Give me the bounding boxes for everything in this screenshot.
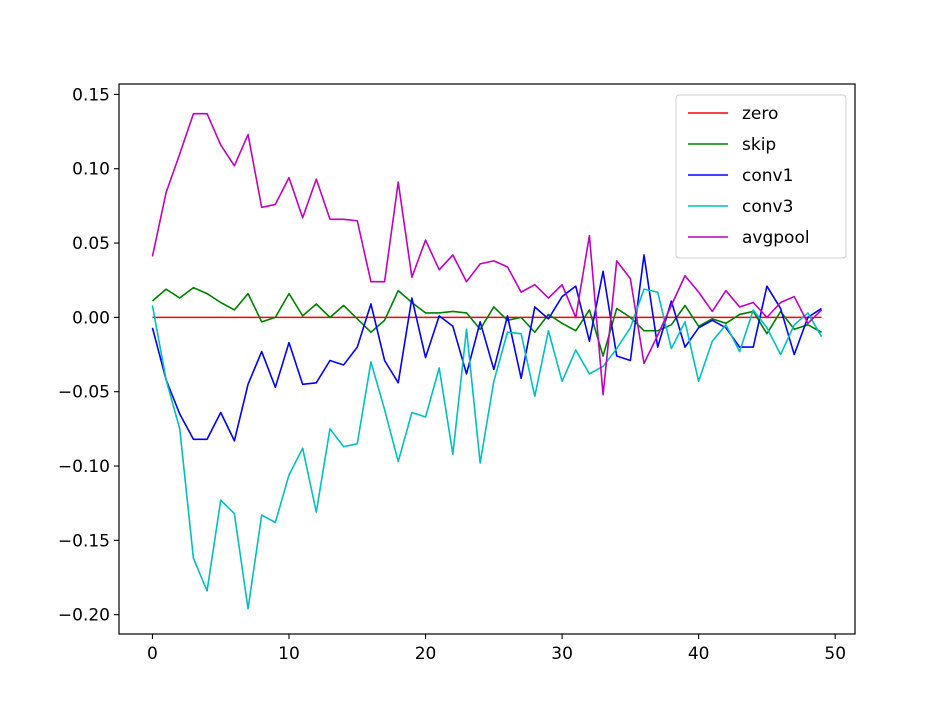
x-tick-label: 40 bbox=[688, 644, 710, 664]
plot-frame bbox=[118, 83, 856, 635]
legend-label-conv3: conv3 bbox=[742, 197, 793, 217]
y-tick-label: 0.10 bbox=[72, 160, 110, 180]
legend-label-conv1: conv1 bbox=[742, 166, 793, 186]
x-tick-label: 10 bbox=[278, 644, 300, 664]
y-tick-label: −0.15 bbox=[58, 531, 110, 551]
y-tick-label: −0.10 bbox=[58, 457, 110, 477]
legend-box bbox=[675, 94, 847, 259]
legend-label-skip: skip bbox=[742, 135, 776, 155]
y-tick-label: 0.05 bbox=[72, 234, 110, 254]
x-tick-label: 0 bbox=[147, 644, 158, 664]
series-line-conv3 bbox=[151, 288, 823, 610]
series-line-conv1 bbox=[151, 254, 822, 442]
legend-label-zero: zero bbox=[742, 104, 778, 124]
y-tick-label: 0.00 bbox=[72, 308, 110, 328]
y-tick-label: −0.05 bbox=[58, 383, 110, 403]
series-line-avgpool bbox=[151, 112, 823, 396]
x-axis: 0 10 20 30 40 50 bbox=[147, 634, 846, 664]
x-tick-label: 30 bbox=[551, 644, 573, 664]
y-tick-label: 0.15 bbox=[72, 85, 110, 105]
x-tick-label: 20 bbox=[415, 644, 437, 664]
y-axis: −0.20 −0.15 −0.10 −0.05 0.00 0.05 0.10 0.15 bbox=[58, 85, 119, 626]
x-tick-label: 50 bbox=[824, 644, 846, 664]
y-tick-label: −0.20 bbox=[58, 606, 110, 626]
legend-label-avgpool: avgpool bbox=[742, 228, 810, 248]
series-layer bbox=[151, 112, 823, 610]
series-line-skip bbox=[151, 286, 822, 357]
legend: zero skip conv1 conv3 avgpool bbox=[675, 94, 847, 259]
